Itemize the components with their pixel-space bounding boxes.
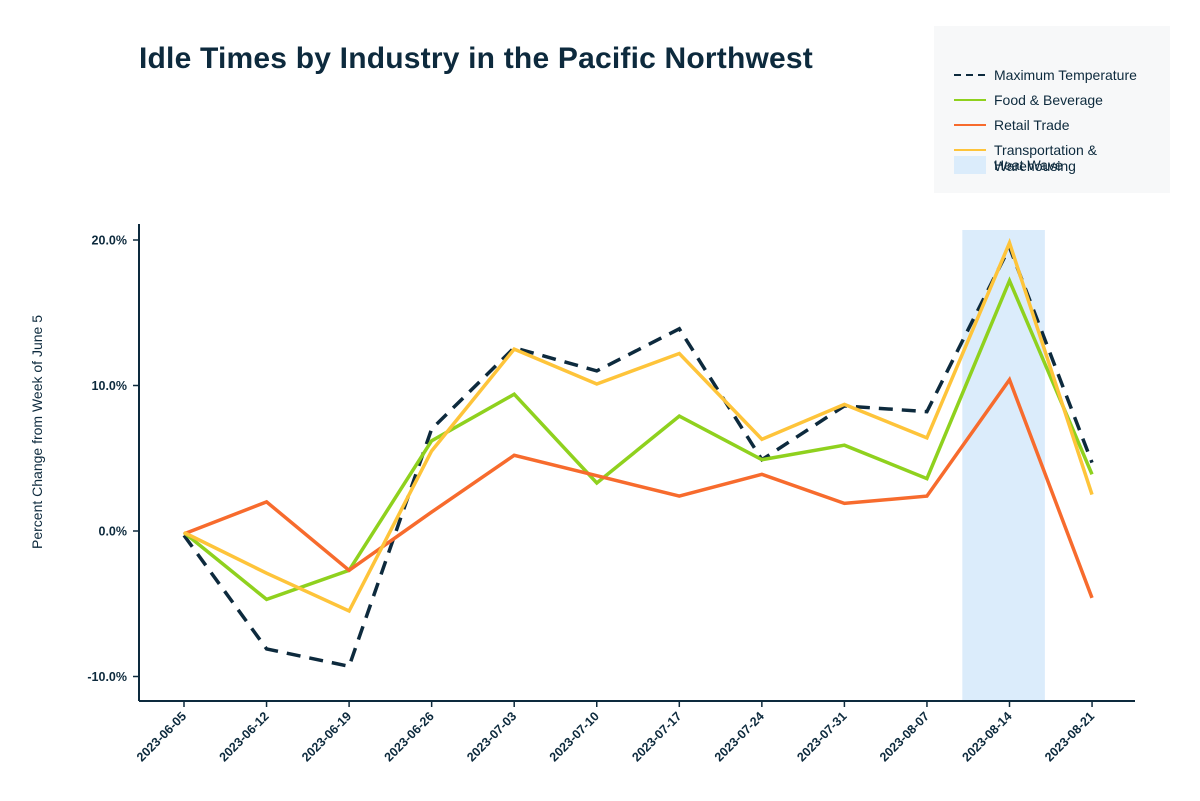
line-swatch [954, 124, 986, 126]
legend-label: Retail Trade [994, 117, 1070, 133]
series-line-transportation-warehousing [183, 237, 1094, 614]
x-tick-label: 2023-08-14 [960, 709, 1015, 764]
chart-title: Idle Times by Industry in the Pacific No… [139, 42, 813, 75]
dashed-line-swatch [954, 74, 986, 76]
x-tick-label: 2023-06-12 [217, 709, 272, 764]
x-tick-label: 2023-06-26 [382, 709, 437, 764]
area-swatch [954, 156, 986, 174]
y-tick-label: 20.0% [92, 234, 127, 248]
line-swatch [954, 99, 986, 101]
x-tick-label: 2023-07-03 [464, 709, 519, 764]
y-tick-label: 10.0% [92, 379, 127, 393]
x-tick-label: 2023-07-24 [712, 709, 767, 764]
legend-label: Heat Wave [994, 157, 1063, 173]
x-tick-label: 2023-06-05 [134, 709, 189, 764]
x-tick-label: 2023-07-31 [794, 709, 849, 764]
series-line-food-beverage [182, 276, 1094, 602]
x-tick-label: 2023-07-10 [547, 709, 602, 764]
y-tick-label: -10.0% [87, 670, 127, 684]
x-tick-label: 2023-06-19 [299, 709, 354, 764]
series-line-retail-trade [183, 376, 1094, 599]
x-tick-label: 2023-08-07 [877, 709, 932, 764]
y-tick-label: 0.0% [99, 525, 128, 539]
line-swatch [954, 149, 986, 151]
heat-wave-band [962, 230, 1045, 701]
legend-label: Maximum Temperature [994, 67, 1137, 83]
x-tick-label: 2023-07-17 [629, 709, 684, 764]
legend-label: Food & Beverage [994, 92, 1103, 108]
x-tick-label: 2023-08-21 [1042, 709, 1097, 764]
y-axis-title: Percent Change from Week of June 5 [29, 315, 45, 549]
series-line-maximum-temperature [182, 242, 1094, 669]
chart-legend: Maximum Temperature Food & Beverage Reta… [934, 26, 1170, 193]
legend-label: Transportation & Warehousing [994, 142, 1097, 174]
